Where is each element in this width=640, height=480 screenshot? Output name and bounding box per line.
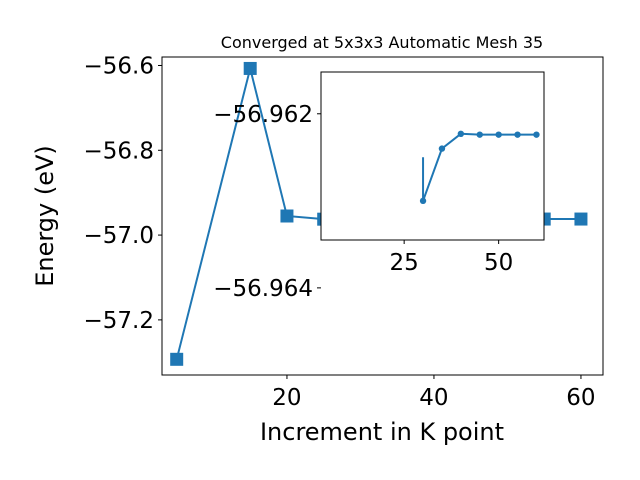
inset-ticks: 25 50 −56.964 −56.962	[213, 102, 513, 302]
main-y-tick-label: −56.8	[84, 138, 154, 164]
y-axis-label: Energy (eV)	[31, 145, 59, 287]
main-data-point	[170, 352, 184, 366]
inset-background	[321, 72, 544, 240]
main-x-tick-label: 60	[566, 385, 595, 411]
inset-data-point	[419, 197, 427, 205]
main-data-point	[574, 212, 588, 226]
inset-data-point	[533, 131, 540, 138]
inset-y-tick-label: −56.962	[213, 102, 313, 128]
inset-data-point	[514, 131, 521, 138]
inset-data-point	[457, 130, 465, 138]
main-y-tick-label: −57.0	[84, 223, 154, 249]
chart-title: Converged at 5x3x3 Automatic Mesh 35	[221, 33, 543, 52]
main-x-tick-label: 20	[272, 385, 301, 411]
main-x-tick-label: 40	[419, 385, 448, 411]
main-ticks: 20 40 60 −56.6 −56.8 −57.0 −57.2	[84, 53, 596, 411]
inset-plot-area	[419, 130, 540, 205]
inset-data-point	[476, 131, 483, 138]
inset-x-tick-label: 50	[484, 250, 513, 276]
inset-data-point	[438, 145, 446, 152]
main-y-tick-label: −56.6	[84, 53, 154, 79]
inset-x-tick-label: 25	[390, 250, 419, 276]
inset-y-tick-label: −56.964	[213, 276, 313, 302]
main-plot-frame	[161, 56, 604, 376]
main-data-point	[280, 209, 294, 223]
main-y-tick-label: −57.2	[84, 308, 154, 334]
main-data-point	[243, 61, 257, 75]
inset-data-point	[495, 131, 502, 138]
inset-plot-frame	[320, 71, 545, 241]
x-axis-label: Increment in K point	[260, 418, 504, 446]
